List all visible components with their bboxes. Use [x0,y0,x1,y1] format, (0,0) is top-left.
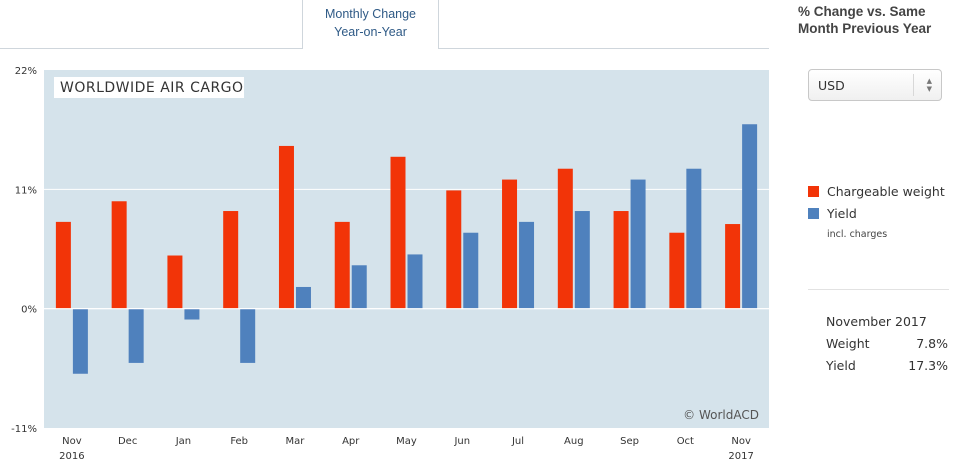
tab-divider-left [0,48,303,49]
x-tick-label: Jan [175,436,191,447]
currency-value: USD [818,78,845,93]
x-tick-label: Oct [677,436,694,447]
tab-divider-right [438,48,769,49]
bar-yield[interactable] [519,221,535,309]
bar-chargeable-weight[interactable] [334,221,350,309]
x-tick-label: Jun [453,436,470,447]
y-tick-label: 11% [15,185,37,196]
summary-yield-value: 17.3% [908,358,948,373]
bar-chargeable-weight[interactable] [278,145,294,309]
select-arrows-icon: ▲ ▼ [926,77,932,93]
summary-weight-value: 7.8% [916,336,948,351]
select-divider [913,74,914,96]
x-tick-label: Aug [564,436,584,447]
bar-yield[interactable] [295,286,311,309]
bar-yield[interactable] [574,211,590,309]
x-tick-year: 2017 [728,451,753,462]
currency-select[interactable]: USD ▲ ▼ [808,69,942,101]
summary-box: November 2017 Weight 7.8% Yield 17.3% [826,314,948,380]
bar-yield[interactable] [72,308,88,374]
bar-yield[interactable] [184,308,200,320]
x-tick-label: Nov [62,436,82,447]
y-tick-label: -11% [11,424,37,435]
bar-yield[interactable] [240,308,256,363]
bar-yield[interactable] [128,308,144,363]
y-tick-label: 22% [15,66,37,77]
summary-weight-row: Weight 7.8% [826,336,948,358]
bar-chargeable-weight[interactable] [502,179,518,309]
panel-title: % Change vs. Same Month Previous Year [798,4,932,36]
bar-chargeable-weight[interactable] [669,232,685,309]
summary-yield-label: Yield [826,358,856,373]
summary-weight-label: Weight [826,336,870,351]
bar-chargeable-weight[interactable] [446,190,462,309]
legend-item-weight[interactable]: Chargeable weight [808,183,958,205]
legend-item-yield[interactable]: Yield [808,205,958,227]
bar-chargeable-weight[interactable] [55,221,71,309]
x-tick-label: Jul [511,436,524,447]
tab-label-line2: Year-on-Year [334,25,407,39]
x-tick-label: May [396,436,417,447]
tab-label-line1: Monthly Change [324,7,417,21]
legend-note: incl. charges [827,229,888,240]
summary-yield-row: Yield 17.3% [826,358,948,380]
x-tick-label: Apr [342,436,360,447]
bar-yield[interactable] [742,124,758,309]
bar-chargeable-weight[interactable] [725,224,741,309]
x-tick-label: Mar [286,436,306,447]
bar-chargeable-weight[interactable] [557,168,573,309]
legend: Chargeable weight Yield incl. charges [808,183,958,240]
bar-yield[interactable] [630,179,646,309]
x-tick-year: 2016 [59,451,84,462]
chart-credit: © WorldACD [683,408,759,422]
chart-title: WORLDWIDE AIR CARGO [60,80,244,96]
x-tick-label: Nov [731,436,751,447]
bar-chargeable-weight[interactable] [613,211,629,309]
summary-period: November 2017 [826,314,927,329]
legend-label-yield: Yield [827,206,857,221]
bar-chart: 22% 11% 0% -11% Nov 2016 Dec Jan Feb Mar Apr May Ju… [11,66,769,462]
bar-chargeable-weight[interactable] [111,201,127,309]
bar-chargeable-weight[interactable] [223,211,239,309]
chart-title-box [54,77,244,98]
legend-swatch-yield [808,208,819,219]
legend-label-weight: Chargeable weight [827,184,945,199]
x-tick-label: Dec [118,436,137,447]
panel-divider [808,289,949,290]
bar-yield[interactable] [686,168,702,309]
y-tick-label: 0% [21,305,37,316]
bar-yield[interactable] [351,265,367,309]
x-tick-label: Sep [620,436,639,447]
bar-yield[interactable] [407,254,423,309]
tab-monthly-change[interactable]: Monthly Change Year-on-Year [302,0,439,49]
bar-yield[interactable] [463,232,479,309]
x-tick-label: Feb [230,436,248,447]
plot-area [44,70,769,428]
legend-swatch-weight [808,186,819,197]
bar-chargeable-weight[interactable] [390,156,406,309]
bar-chargeable-weight[interactable] [167,255,183,309]
